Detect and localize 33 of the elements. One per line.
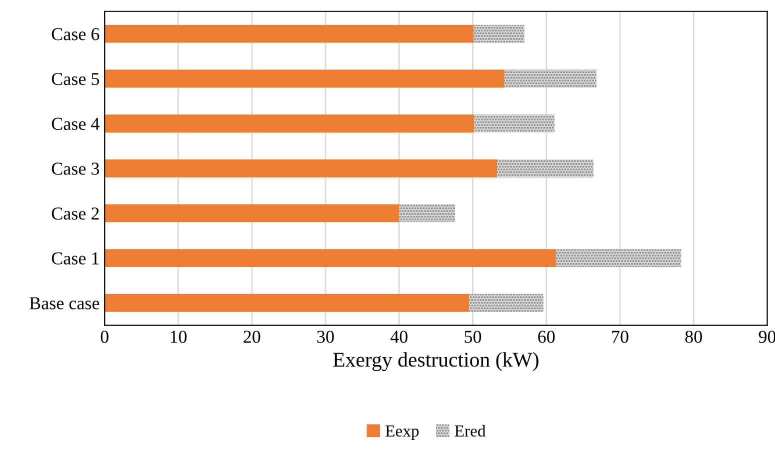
x-tick-label: 10 <box>170 330 187 343</box>
bar <box>104 70 504 88</box>
bar <box>104 114 474 132</box>
bar <box>504 70 596 88</box>
x-tick-label: 80 <box>685 330 702 343</box>
legend-label: Ered <box>454 424 486 437</box>
x-tick-label: 70 <box>612 330 628 343</box>
bar <box>497 159 594 178</box>
y-tick-label: Case 6 <box>52 28 100 40</box>
y-tick-label: Case 1 <box>52 252 99 264</box>
x-tick-label: 0 <box>100 330 108 343</box>
legend-label: Eexp <box>386 426 419 440</box>
x-tick-label: 50 <box>464 330 482 343</box>
y-tick-label: Case 3 <box>52 162 100 175</box>
bar <box>104 294 470 312</box>
y-tick-label: Base case <box>30 297 100 310</box>
bar <box>104 204 400 222</box>
x-tick-label: 60 <box>538 330 555 343</box>
y-tick-label: Case 4 <box>52 118 100 130</box>
bar <box>473 24 524 43</box>
x-tick-label: 30 <box>317 330 334 343</box>
bar <box>399 204 456 222</box>
bar <box>104 159 498 178</box>
bar <box>104 249 556 268</box>
bar <box>556 249 682 268</box>
x-tick-label: 40 <box>390 330 408 343</box>
x-axis-title: Exergy destruction (kW) <box>333 352 538 372</box>
y-tick-label: Case 2 <box>52 208 99 220</box>
bar <box>104 24 474 43</box>
bar <box>474 114 554 132</box>
x-tick-label: 20 <box>244 330 260 343</box>
bar <box>469 294 544 312</box>
y-tick-label: Case 5 <box>52 72 100 86</box>
